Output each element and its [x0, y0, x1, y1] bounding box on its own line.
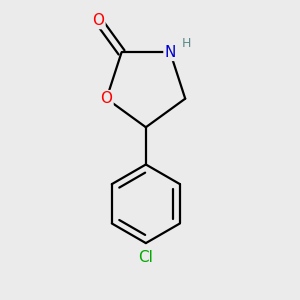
Text: N: N	[164, 45, 176, 60]
Text: Cl: Cl	[138, 250, 153, 265]
Text: O: O	[92, 13, 104, 28]
Text: O: O	[100, 91, 112, 106]
Text: H: H	[182, 37, 191, 50]
